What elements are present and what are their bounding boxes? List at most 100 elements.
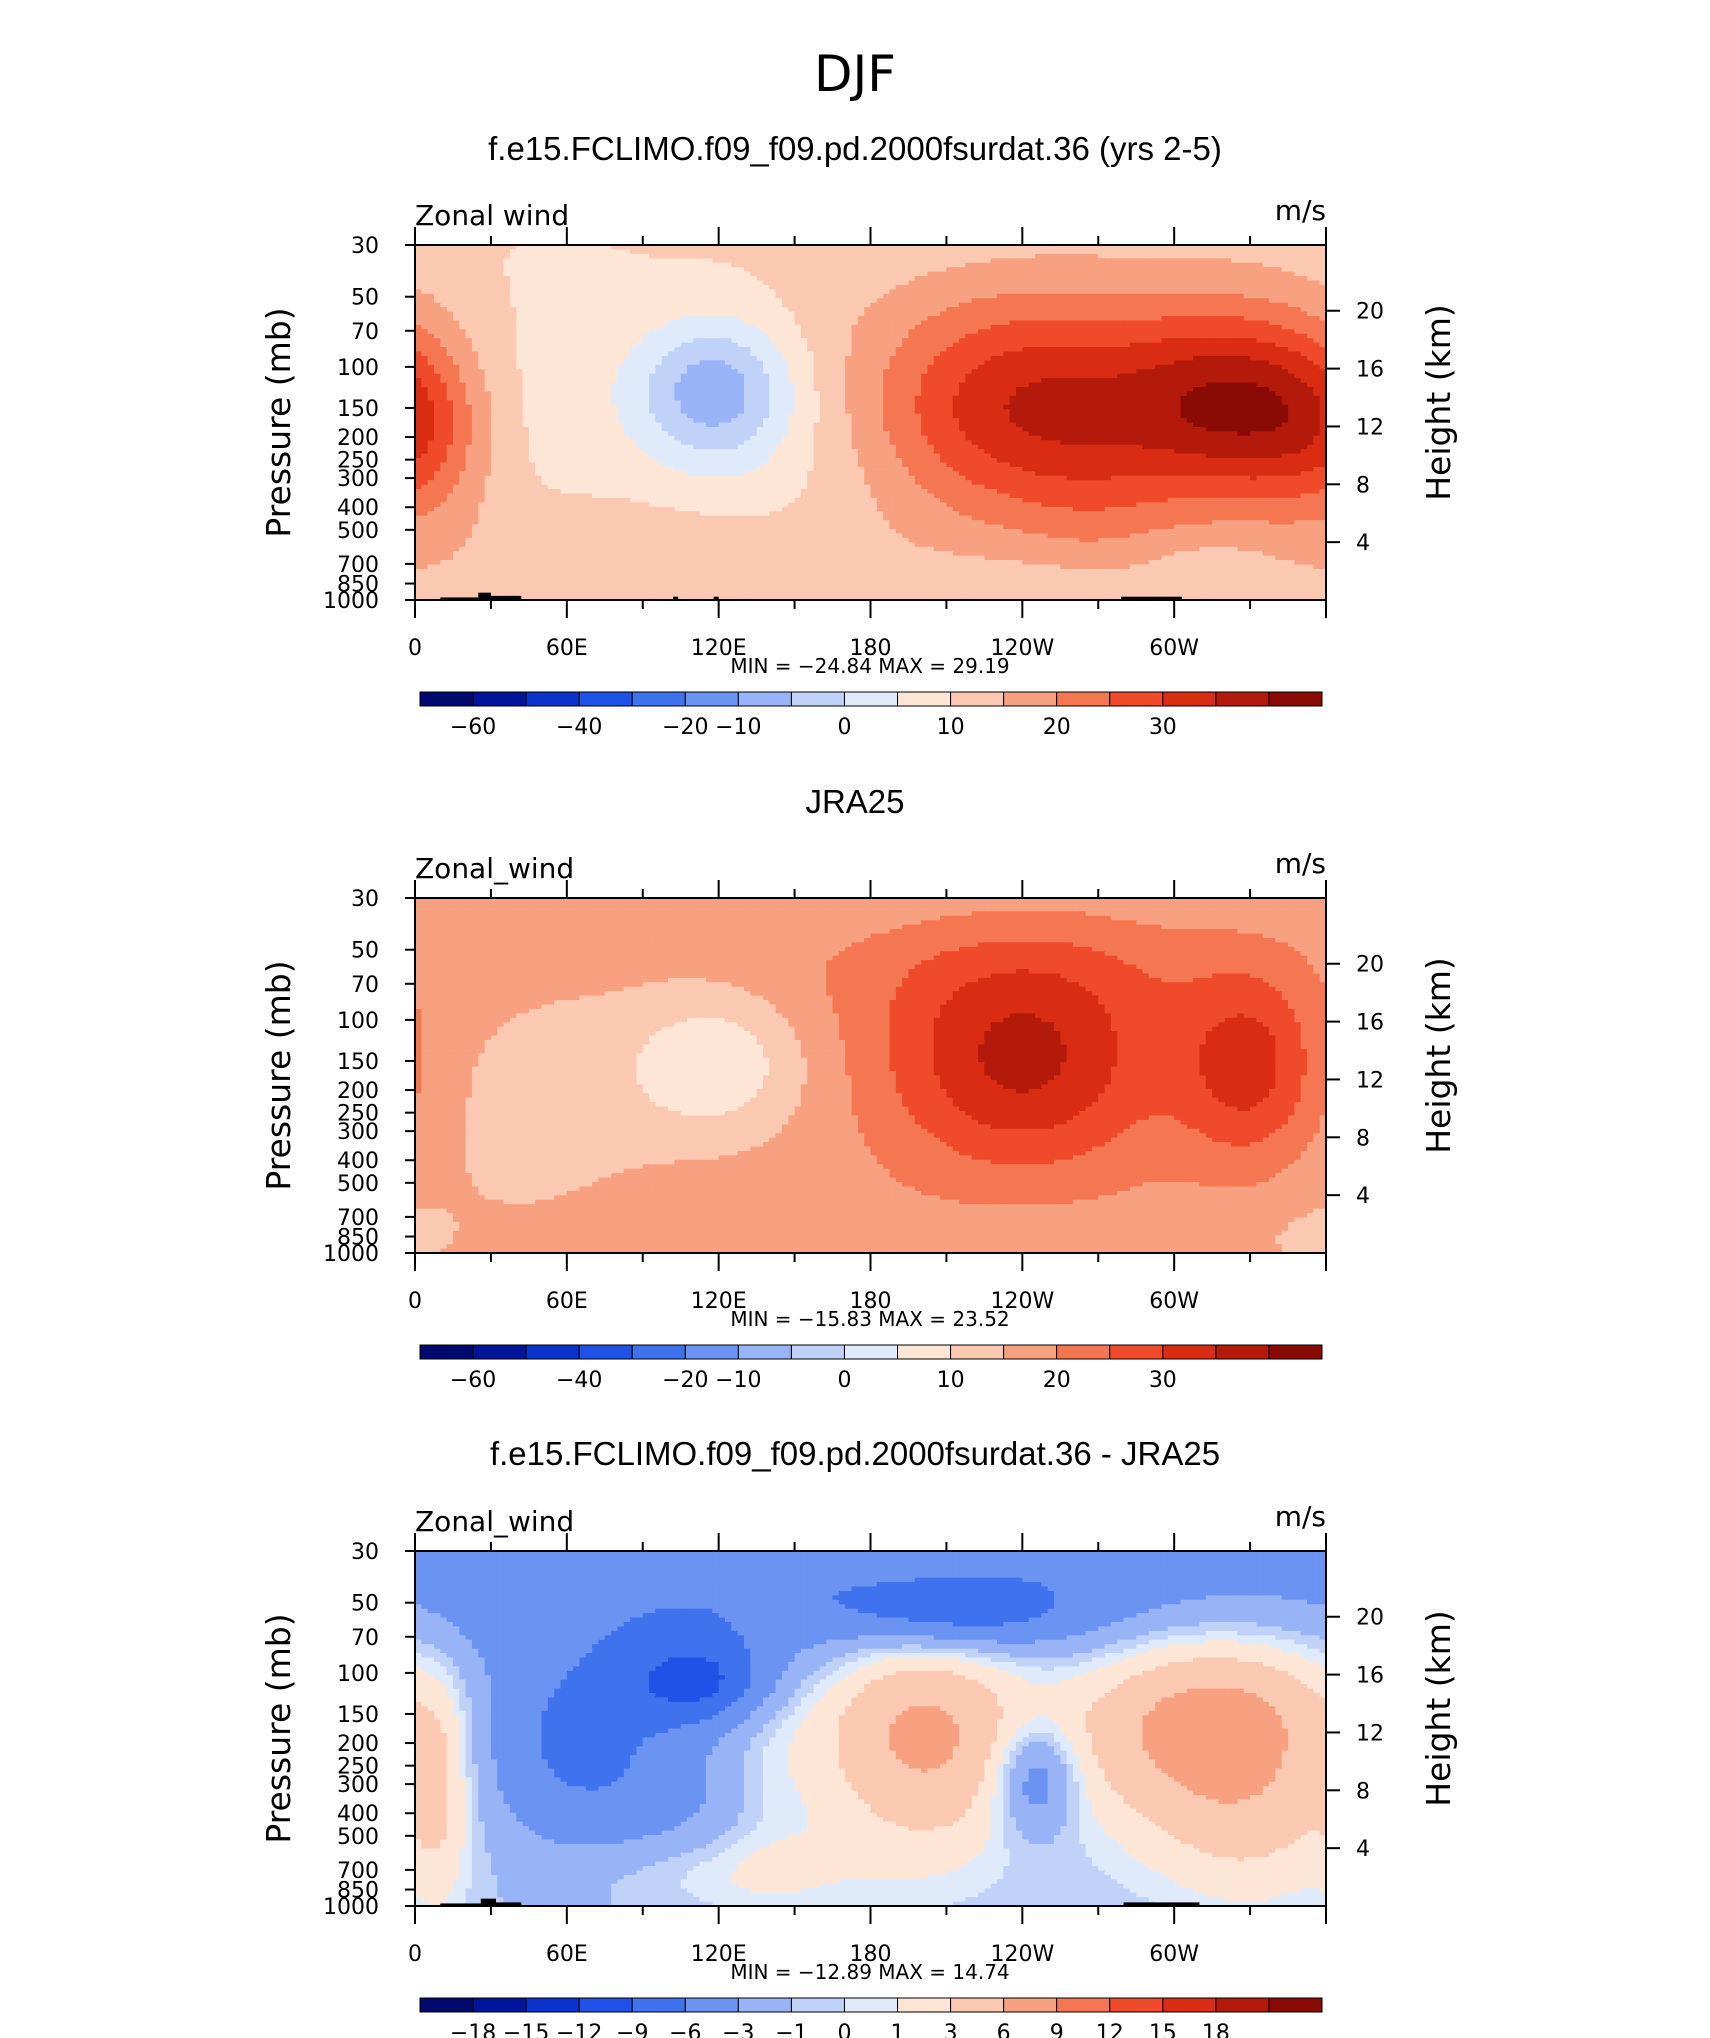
y-tick-label: 850 bbox=[337, 1226, 379, 1251]
colorbar-box bbox=[419, 1344, 474, 1360]
colorbar-box bbox=[631, 1344, 686, 1360]
colorbar-label: −40 bbox=[556, 1368, 602, 1393]
units-label: m/s bbox=[1275, 194, 1326, 227]
x-tick-label: 120E bbox=[691, 1289, 747, 1314]
y-tick-label: 250 bbox=[337, 1102, 379, 1127]
variable-label: Zonal wind bbox=[415, 199, 569, 232]
colorbar-label: 0 bbox=[837, 1368, 851, 1393]
x-tick-label: 0 bbox=[408, 1289, 422, 1314]
topography-6 bbox=[1121, 596, 1182, 600]
panel-1-field bbox=[415, 245, 1326, 600]
height-tick-label: 16 bbox=[1356, 1664, 1384, 1689]
y-tick-label: 150 bbox=[337, 397, 379, 422]
height-tick-label: 8 bbox=[1356, 1779, 1370, 1804]
colorbar-box bbox=[684, 1997, 739, 2013]
y-axis-label: Pressure (mb) bbox=[259, 960, 298, 1190]
colorbar-box bbox=[525, 1997, 580, 2013]
colorbar-label: −20 bbox=[662, 715, 708, 740]
colorbar-box bbox=[1215, 1344, 1270, 1360]
colorbar-box bbox=[950, 691, 1005, 707]
colorbar-label: −40 bbox=[556, 715, 602, 740]
colorbar-box bbox=[790, 691, 845, 707]
x-tick-label: 60W bbox=[1149, 1942, 1199, 1967]
y-tick-label: 50 bbox=[351, 939, 379, 964]
y-tick-label: 1000 bbox=[323, 1895, 379, 1920]
x-tick-label: 120W bbox=[990, 1289, 1054, 1314]
colorbar-label: 10 bbox=[937, 1368, 965, 1393]
colorbar-box bbox=[1162, 691, 1217, 707]
colorbar-box bbox=[472, 691, 527, 707]
colorbar-label: 3 bbox=[944, 2021, 958, 2038]
y-tick-label: 850 bbox=[337, 1879, 379, 1904]
colorbar-box bbox=[419, 1997, 474, 2013]
panel-1: 0 60E 120E 180 120W 60W3050701001502002503004… bbox=[259, 194, 1458, 740]
min-max-label: MIN = −24.84 MAX = 29.19 bbox=[730, 654, 1009, 678]
y-axis-right-label: Height (km) bbox=[1419, 1610, 1458, 1807]
topography-2 bbox=[480, 1898, 496, 1906]
y-tick-label: 100 bbox=[337, 1662, 379, 1687]
height-tick-label: 4 bbox=[1356, 1184, 1370, 1209]
height-tick-label: 12 bbox=[1356, 1068, 1384, 1093]
colorbar-box bbox=[1109, 1997, 1164, 2013]
colorbar-box bbox=[1215, 691, 1270, 707]
topography-1 bbox=[440, 597, 479, 600]
colorbar-label: 20 bbox=[1043, 1368, 1071, 1393]
colorbar-label: 0 bbox=[837, 715, 851, 740]
colorbar-box bbox=[1003, 691, 1058, 707]
colorbar-box bbox=[631, 1997, 686, 2013]
x-tick-label: 60W bbox=[1149, 1289, 1199, 1314]
y-tick-label: 300 bbox=[337, 1773, 379, 1798]
topography-4 bbox=[673, 596, 679, 600]
topography-1 bbox=[440, 1903, 481, 1906]
colorbar-box bbox=[897, 691, 952, 707]
y-tick-label: 70 bbox=[351, 973, 379, 998]
y-tick-label: 500 bbox=[337, 1172, 379, 1197]
colorbar-box bbox=[790, 1997, 845, 2013]
colorbar-box bbox=[1268, 1997, 1323, 2013]
colorbar-box bbox=[1215, 1997, 1270, 2013]
x-tick-label: 120W bbox=[990, 1942, 1054, 1967]
colorbar-box bbox=[578, 691, 633, 707]
colorbar-label: −3 bbox=[722, 2021, 754, 2038]
y-tick-label: 700 bbox=[337, 1206, 379, 1231]
colorbar-box bbox=[631, 691, 686, 707]
colorbar-label: 10 bbox=[937, 715, 965, 740]
colorbar-label: −15 bbox=[503, 2021, 549, 2038]
topography-5 bbox=[713, 596, 719, 600]
colorbar-label: 1 bbox=[891, 2021, 905, 2038]
height-tick-label: 4 bbox=[1356, 531, 1370, 556]
y-tick-label: 70 bbox=[351, 320, 379, 345]
colorbar-box bbox=[843, 1344, 899, 1360]
colorbar-label: −10 bbox=[715, 1368, 761, 1393]
colorbar-label: −18 bbox=[450, 2021, 496, 2038]
topography-3 bbox=[490, 595, 522, 600]
y-tick-label: 100 bbox=[337, 1009, 379, 1034]
y-axis-right-label: Height (km) bbox=[1419, 957, 1458, 1154]
units-label: m/s bbox=[1275, 847, 1326, 880]
colorbar-label: −20 bbox=[662, 1368, 708, 1393]
colorbar-box bbox=[1056, 691, 1111, 707]
colorbar-box bbox=[684, 691, 739, 707]
panel-3-title: f.e15.FCLIMO.f09_f09.pd.2000fsurdat.36 -… bbox=[0, 1435, 1710, 1473]
colorbar-box bbox=[472, 1344, 527, 1360]
height-tick-label: 4 bbox=[1356, 1837, 1370, 1862]
y-tick-label: 300 bbox=[337, 1120, 379, 1145]
height-tick-label: 12 bbox=[1356, 415, 1384, 440]
height-tick-label: 8 bbox=[1356, 1126, 1370, 1151]
colorbar-label: 12 bbox=[1096, 2021, 1124, 2038]
main-title: DJF bbox=[0, 45, 1710, 103]
y-tick-label: 200 bbox=[337, 426, 379, 451]
colorbar-box bbox=[1056, 1997, 1111, 2013]
panel-2-title: JRA25 bbox=[0, 783, 1710, 821]
topography-3 bbox=[495, 1902, 522, 1906]
y-tick-label: 1000 bbox=[323, 1242, 379, 1267]
x-tick-label: 60E bbox=[546, 1289, 588, 1314]
x-tick-label: 180 bbox=[850, 636, 892, 661]
y-tick-label: 50 bbox=[351, 286, 379, 311]
colorbar-box bbox=[472, 1997, 527, 2013]
variable-label: Zonal_wind bbox=[415, 1505, 574, 1538]
colorbar-label: 30 bbox=[1149, 715, 1177, 740]
colorbar-box bbox=[737, 1344, 792, 1360]
colorbar-label: −6 bbox=[669, 2021, 701, 2038]
colorbar-box bbox=[843, 1997, 899, 2013]
